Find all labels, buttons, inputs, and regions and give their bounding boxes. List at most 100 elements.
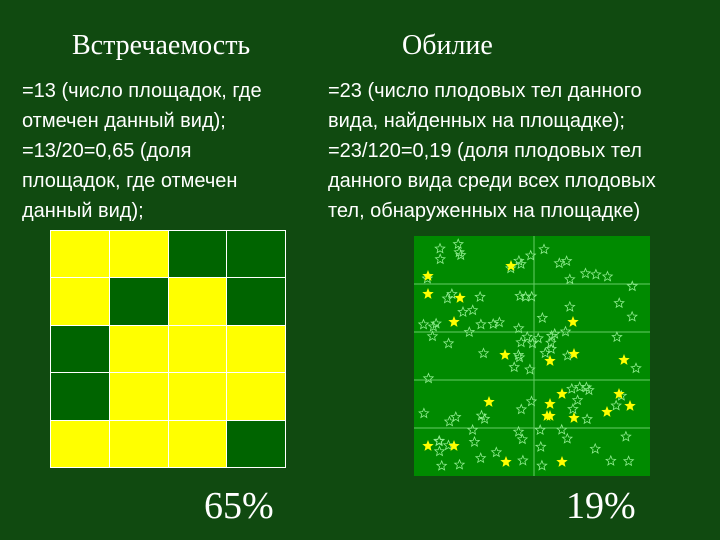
- occupied-cell: [109, 373, 168, 420]
- fruiting-body-target-icon: [624, 400, 636, 411]
- abundance-line: =23 (число плодовых тел данного: [328, 80, 642, 102]
- fruiting-body-other-icon: [434, 253, 447, 265]
- occupied-cell: [109, 325, 168, 373]
- fruiting-body-other-icon: [475, 318, 487, 330]
- empty-cell: [51, 325, 109, 373]
- fruiting-body-other-icon: [515, 403, 528, 415]
- occupied-cell: [227, 325, 285, 373]
- fruiting-body-target-icon: [505, 260, 517, 271]
- fruiting-body-other-icon: [433, 445, 446, 457]
- fruiting-body-other-icon: [553, 257, 566, 269]
- frequency-percent: 65%: [204, 485, 274, 527]
- fruiting-body-other-icon: [590, 268, 602, 280]
- abundance-line: вида, найденных на площадке);: [328, 110, 625, 132]
- fruiting-body-other-icon: [490, 446, 503, 458]
- fruiting-body-target-icon: [541, 410, 553, 421]
- fruiting-body-other-icon: [478, 412, 491, 424]
- abundance-percent: 19%: [566, 485, 636, 527]
- fruiting-body-target-icon: [499, 349, 511, 360]
- fruiting-body-other-icon: [430, 317, 442, 329]
- empty-cell: [227, 278, 285, 325]
- fruiting-body-target-icon: [422, 288, 434, 299]
- fruiting-body-other-icon: [446, 288, 458, 300]
- fruiting-body-other-icon: [477, 347, 490, 359]
- fruiting-body-other-icon: [559, 325, 572, 337]
- occupied-cell: [168, 420, 227, 467]
- fruiting-body-other-icon: [433, 434, 446, 446]
- fruiting-body-other-icon: [571, 394, 584, 406]
- fruiting-body-other-icon: [475, 409, 488, 421]
- fruiting-body-target-icon: [568, 348, 580, 359]
- occupied-cell: [51, 231, 109, 278]
- empty-cell: [227, 231, 285, 278]
- abundance-title: Обилие: [402, 30, 493, 61]
- empty-cell: [168, 231, 227, 278]
- fruiting-body-other-icon: [524, 249, 537, 261]
- fruiting-body-other-icon: [426, 330, 439, 342]
- fruiting-body-other-icon: [454, 249, 467, 261]
- fruiting-body-other-icon: [532, 332, 544, 344]
- frequency-description: =13 (число площадок, где отмечен данный …: [22, 76, 312, 226]
- fruiting-body-other-icon: [579, 267, 592, 279]
- fruiting-body-other-icon: [504, 262, 517, 274]
- fruiting-body-other-icon: [449, 411, 462, 423]
- fruiting-body-target-icon: [618, 354, 630, 365]
- fruiting-body-target-icon: [568, 412, 580, 423]
- fruiting-body-target-icon: [556, 388, 568, 399]
- frequency-line: =13/20=0,65 (доля: [22, 140, 192, 162]
- fruiting-body-other-icon: [515, 258, 527, 270]
- fruiting-body-target-icon: [613, 388, 625, 399]
- fruiting-body-other-icon: [466, 423, 479, 435]
- fruiting-body-other-icon: [556, 423, 568, 435]
- fruiting-body-target-icon: [483, 396, 495, 407]
- fruiting-body-other-icon: [443, 415, 456, 427]
- fruiting-body-target-icon: [556, 456, 568, 467]
- abundance-description: =23 (число плодовых тел данного вида, на…: [328, 76, 718, 226]
- fruiting-body-other-icon: [548, 327, 561, 339]
- fruiting-body-other-icon: [566, 382, 578, 394]
- fruiting-body-target-icon: [601, 406, 613, 417]
- occupied-cell: [168, 278, 227, 325]
- fruiting-body-other-icon: [512, 322, 525, 334]
- fruiting-body-other-icon: [453, 246, 465, 258]
- fruiting-body-target-icon: [422, 270, 434, 281]
- occupied-cell: [51, 420, 109, 467]
- fruiting-body-target-icon: [567, 316, 579, 327]
- fruiting-body-other-icon: [620, 430, 632, 442]
- fruiting-body-other-icon: [574, 381, 586, 393]
- fruiting-body-other-icon: [622, 455, 635, 467]
- fruiting-body-other-icon: [610, 399, 622, 411]
- stars-layer: [414, 236, 650, 476]
- fruiting-body-other-icon: [418, 407, 430, 419]
- fruiting-body-other-icon: [433, 435, 445, 447]
- fruiting-body-other-icon: [519, 290, 532, 302]
- occupied-cell: [109, 420, 168, 467]
- fruiting-body-other-icon: [560, 255, 573, 267]
- fruiting-body-other-icon: [421, 272, 434, 284]
- frequency-line: =13 (число площадок, где: [22, 80, 262, 102]
- occupied-cell: [168, 325, 227, 373]
- fruiting-body-other-icon: [534, 424, 546, 435]
- fruiting-body-other-icon: [526, 337, 539, 349]
- fruiting-body-other-icon: [630, 362, 642, 374]
- plots-grid: [50, 230, 286, 468]
- fruiting-body-other-icon: [513, 254, 525, 266]
- fruiting-body-other-icon: [538, 243, 550, 255]
- fruiting-body-other-icon: [524, 363, 536, 375]
- abundance-line: =23/120=0,19 (доля плодовых тел: [328, 140, 642, 162]
- fruiting-body-other-icon: [534, 440, 547, 452]
- fruiting-body-other-icon: [564, 273, 576, 285]
- fruiting-body-other-icon: [561, 432, 573, 444]
- empty-cell: [227, 420, 285, 467]
- fruiting-body-other-icon: [516, 433, 529, 445]
- fruiting-body-other-icon: [581, 413, 593, 425]
- fruiting-body-other-icon: [512, 349, 525, 360]
- fruiting-body-other-icon: [626, 310, 638, 322]
- abundance-line: данного вида среди всех плодовых: [328, 170, 656, 192]
- fruiting-body-target-icon: [448, 316, 460, 327]
- fruiting-body-other-icon: [422, 372, 435, 384]
- fruiting-body-other-icon: [508, 361, 521, 373]
- occupied-cell: [109, 231, 168, 278]
- fruiting-body-other-icon: [613, 297, 625, 309]
- fruiting-body-other-icon: [463, 326, 476, 338]
